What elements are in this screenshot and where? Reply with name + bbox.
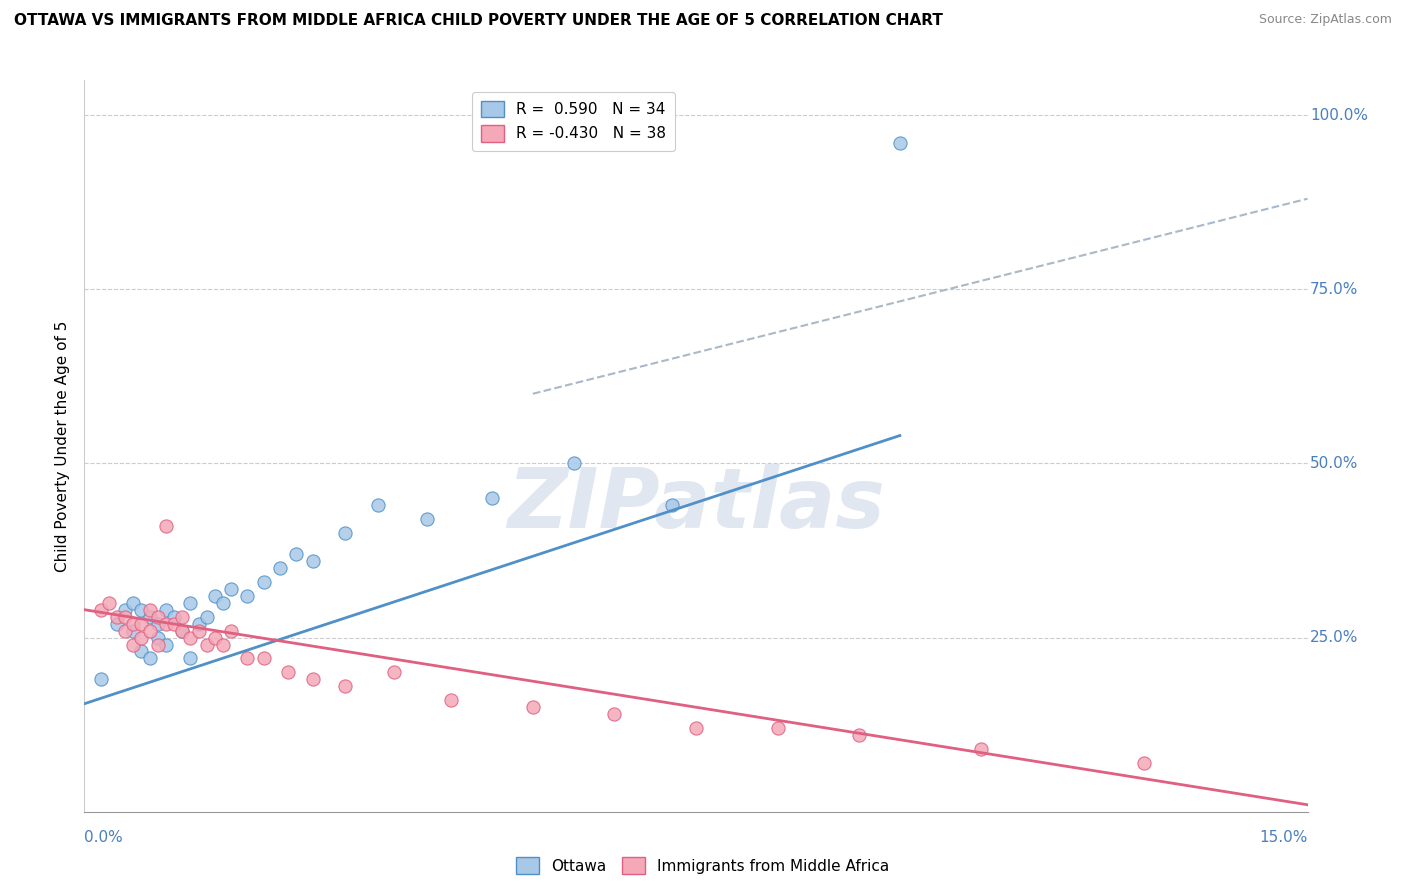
- Text: 15.0%: 15.0%: [1260, 830, 1308, 845]
- Point: [146, 616, 169, 631]
- Point: [285, 547, 308, 561]
- Point: [105, 616, 128, 631]
- Y-axis label: Child Poverty Under the Age of 5: Child Poverty Under the Age of 5: [55, 320, 70, 572]
- Point: [522, 700, 544, 714]
- Text: 0.0%: 0.0%: [84, 830, 124, 845]
- Point: [114, 624, 136, 638]
- Point: [146, 609, 169, 624]
- Text: ZIPatlas: ZIPatlas: [508, 464, 884, 545]
- Point: [253, 651, 276, 665]
- Text: Source: ZipAtlas.com: Source: ZipAtlas.com: [1258, 13, 1392, 27]
- Point: [481, 491, 503, 506]
- Point: [1133, 756, 1156, 770]
- Point: [131, 603, 153, 617]
- Point: [970, 742, 993, 756]
- Point: [114, 603, 136, 617]
- Point: [440, 693, 463, 707]
- Point: [335, 526, 357, 541]
- Text: 50.0%: 50.0%: [1310, 456, 1358, 471]
- Point: [155, 519, 177, 533]
- Text: OTTAWA VS IMMIGRANTS FROM MIDDLE AFRICA CHILD POVERTY UNDER THE AGE OF 5 CORRELA: OTTAWA VS IMMIGRANTS FROM MIDDLE AFRICA …: [14, 13, 943, 29]
- Point: [277, 665, 299, 680]
- Point: [562, 457, 585, 471]
- Text: 25.0%: 25.0%: [1310, 630, 1358, 645]
- Point: [146, 638, 169, 652]
- Point: [138, 609, 160, 624]
- Point: [219, 624, 242, 638]
- Point: [138, 624, 160, 638]
- Point: [114, 609, 136, 624]
- Point: [301, 554, 323, 568]
- Point: [131, 644, 153, 658]
- Point: [204, 589, 226, 603]
- Point: [122, 596, 145, 610]
- Point: [155, 638, 177, 652]
- Point: [155, 616, 177, 631]
- Point: [172, 624, 194, 638]
- Point: [889, 136, 911, 150]
- Point: [179, 596, 201, 610]
- Point: [661, 498, 683, 512]
- Point: [138, 651, 160, 665]
- Point: [212, 596, 235, 610]
- Text: 75.0%: 75.0%: [1310, 282, 1358, 297]
- Point: [163, 609, 186, 624]
- Point: [122, 624, 145, 638]
- Point: [97, 596, 120, 610]
- Point: [172, 624, 194, 638]
- Point: [269, 561, 291, 575]
- Point: [382, 665, 405, 680]
- Point: [146, 631, 169, 645]
- Point: [416, 512, 439, 526]
- Point: [122, 638, 145, 652]
- Point: [253, 574, 276, 589]
- Point: [236, 589, 259, 603]
- Point: [122, 616, 145, 631]
- Point: [367, 498, 389, 512]
- Point: [187, 616, 209, 631]
- Point: [131, 631, 153, 645]
- Point: [219, 582, 242, 596]
- Point: [138, 603, 160, 617]
- Point: [301, 673, 323, 687]
- Point: [155, 603, 177, 617]
- Point: [195, 609, 218, 624]
- Point: [335, 679, 357, 693]
- Point: [236, 651, 259, 665]
- Point: [90, 673, 112, 687]
- Point: [766, 721, 789, 735]
- Legend: Ottawa, Immigrants from Middle Africa: Ottawa, Immigrants from Middle Africa: [510, 851, 896, 880]
- Point: [195, 638, 218, 652]
- Point: [163, 616, 186, 631]
- Point: [204, 631, 226, 645]
- Point: [848, 728, 870, 742]
- Point: [603, 707, 626, 722]
- Point: [685, 721, 707, 735]
- Point: [131, 616, 153, 631]
- Point: [90, 603, 112, 617]
- Point: [212, 638, 235, 652]
- Point: [187, 624, 209, 638]
- Point: [179, 651, 201, 665]
- Legend: R =  0.590   N = 34, R = -0.430   N = 38: R = 0.590 N = 34, R = -0.430 N = 38: [472, 92, 675, 151]
- Point: [172, 609, 194, 624]
- Text: 100.0%: 100.0%: [1310, 108, 1368, 122]
- Point: [179, 631, 201, 645]
- Point: [105, 609, 128, 624]
